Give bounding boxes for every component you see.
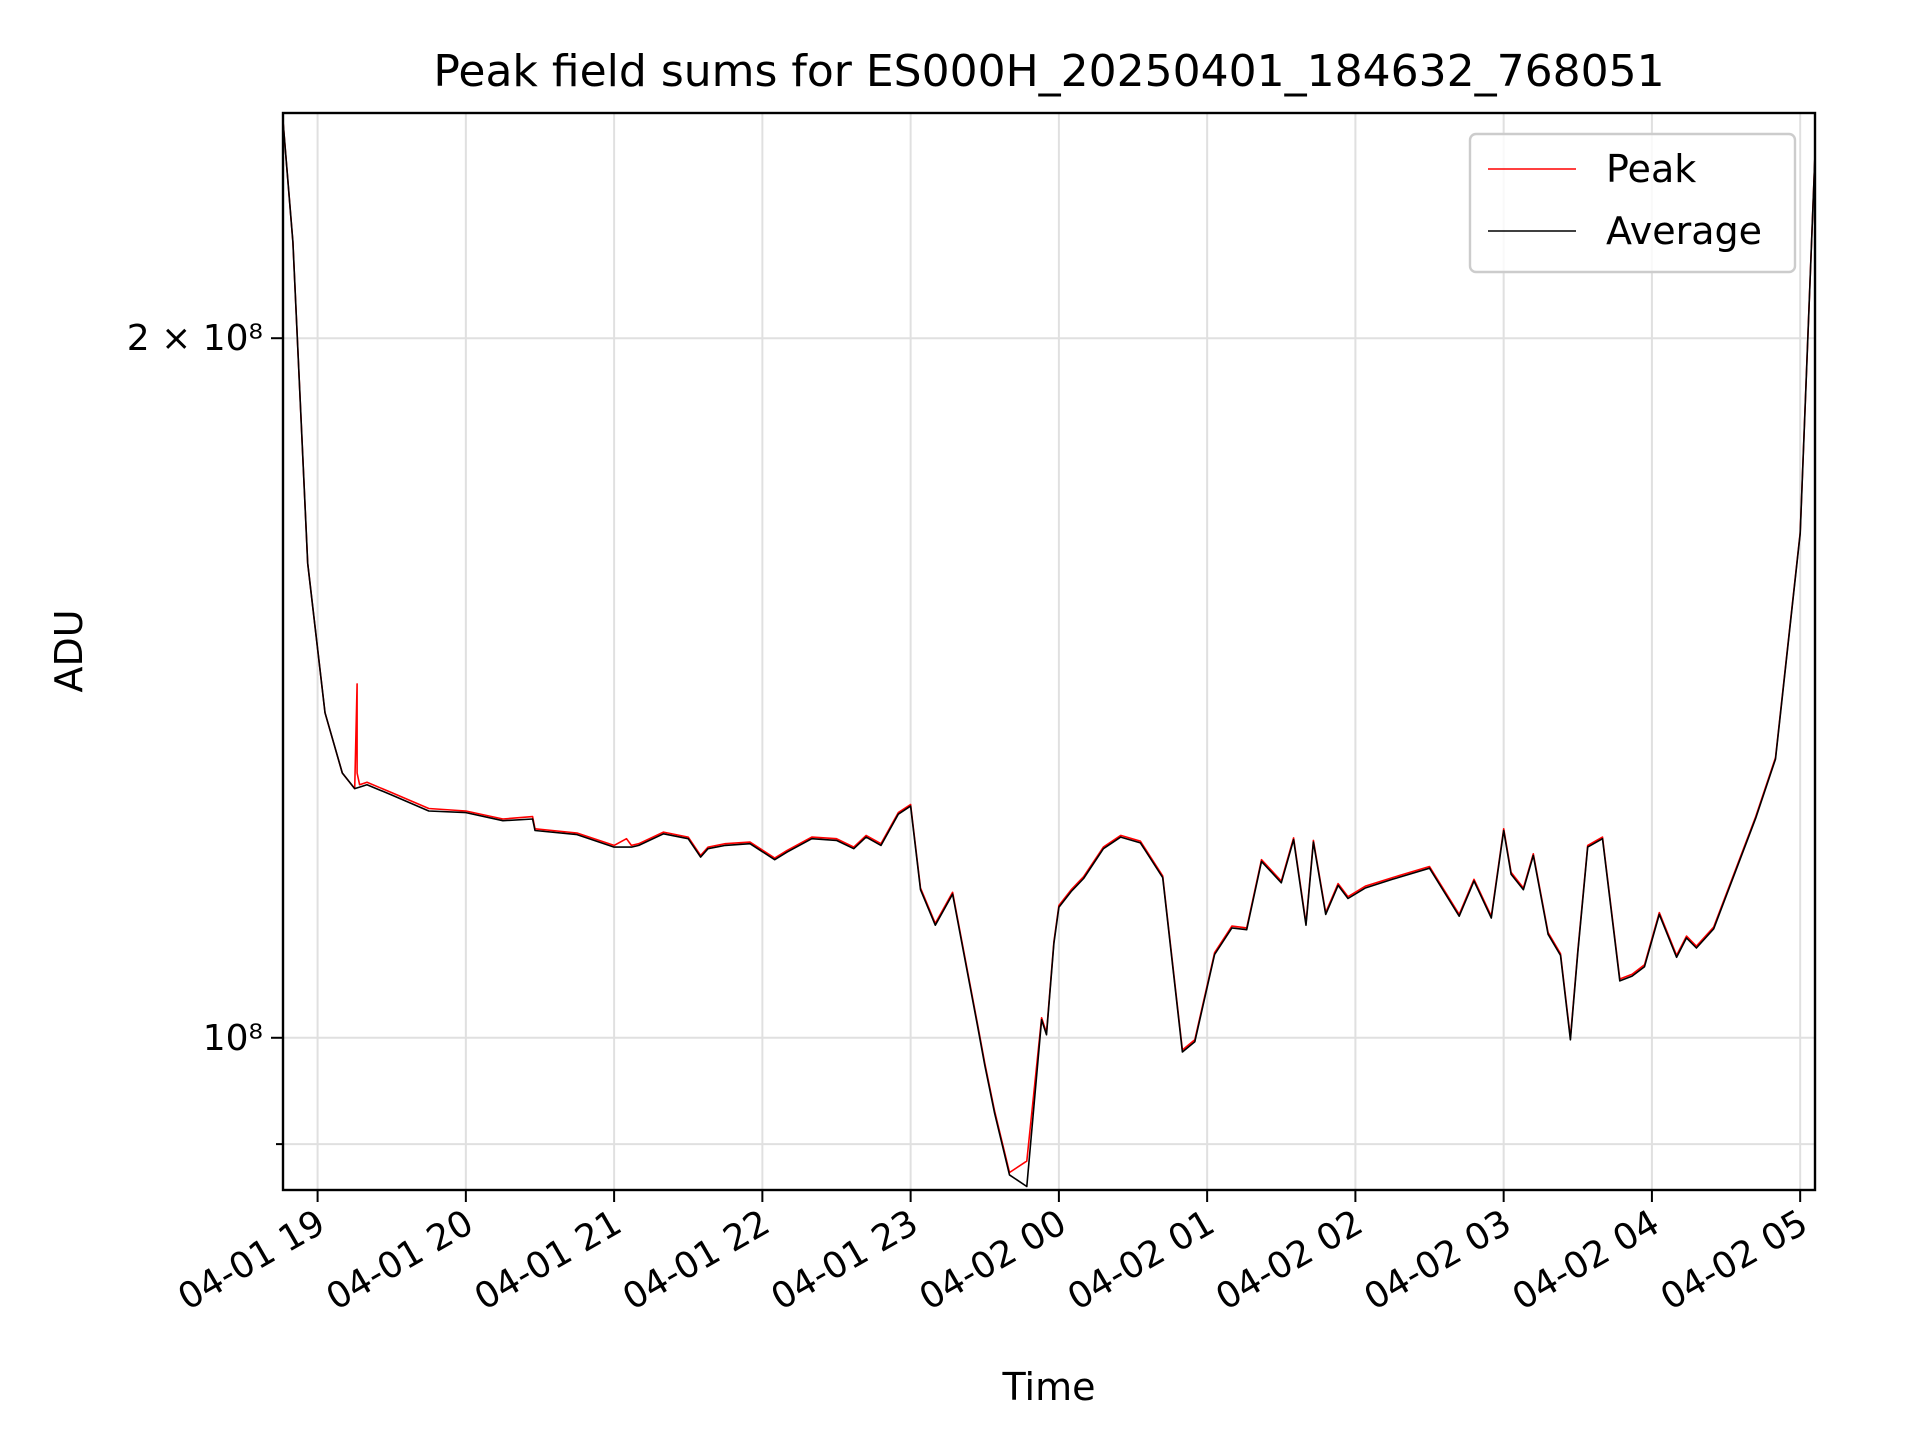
y-axis-label: ADU bbox=[47, 609, 91, 692]
legend-label-peak: Peak bbox=[1606, 147, 1696, 191]
legend: Peak Average bbox=[1468, 132, 1797, 274]
grid-lines bbox=[283, 113, 1815, 1190]
chart-title: Peak field sums for ES000H_20250401_1846… bbox=[433, 46, 1664, 97]
y-axis-ticks: 2 × 10⁸ 10⁸ bbox=[127, 318, 283, 1146]
legend-label-average: Average bbox=[1606, 209, 1762, 253]
series-layer bbox=[282, 121, 1816, 1188]
series-line-average bbox=[282, 121, 1816, 1188]
x-axis-label: Time bbox=[1002, 1365, 1096, 1409]
y-tick-label: 10⁸ bbox=[203, 1018, 263, 1059]
y-tick-label: 2 × 10⁸ bbox=[127, 318, 263, 359]
plot-frame bbox=[281, 111, 1817, 1192]
